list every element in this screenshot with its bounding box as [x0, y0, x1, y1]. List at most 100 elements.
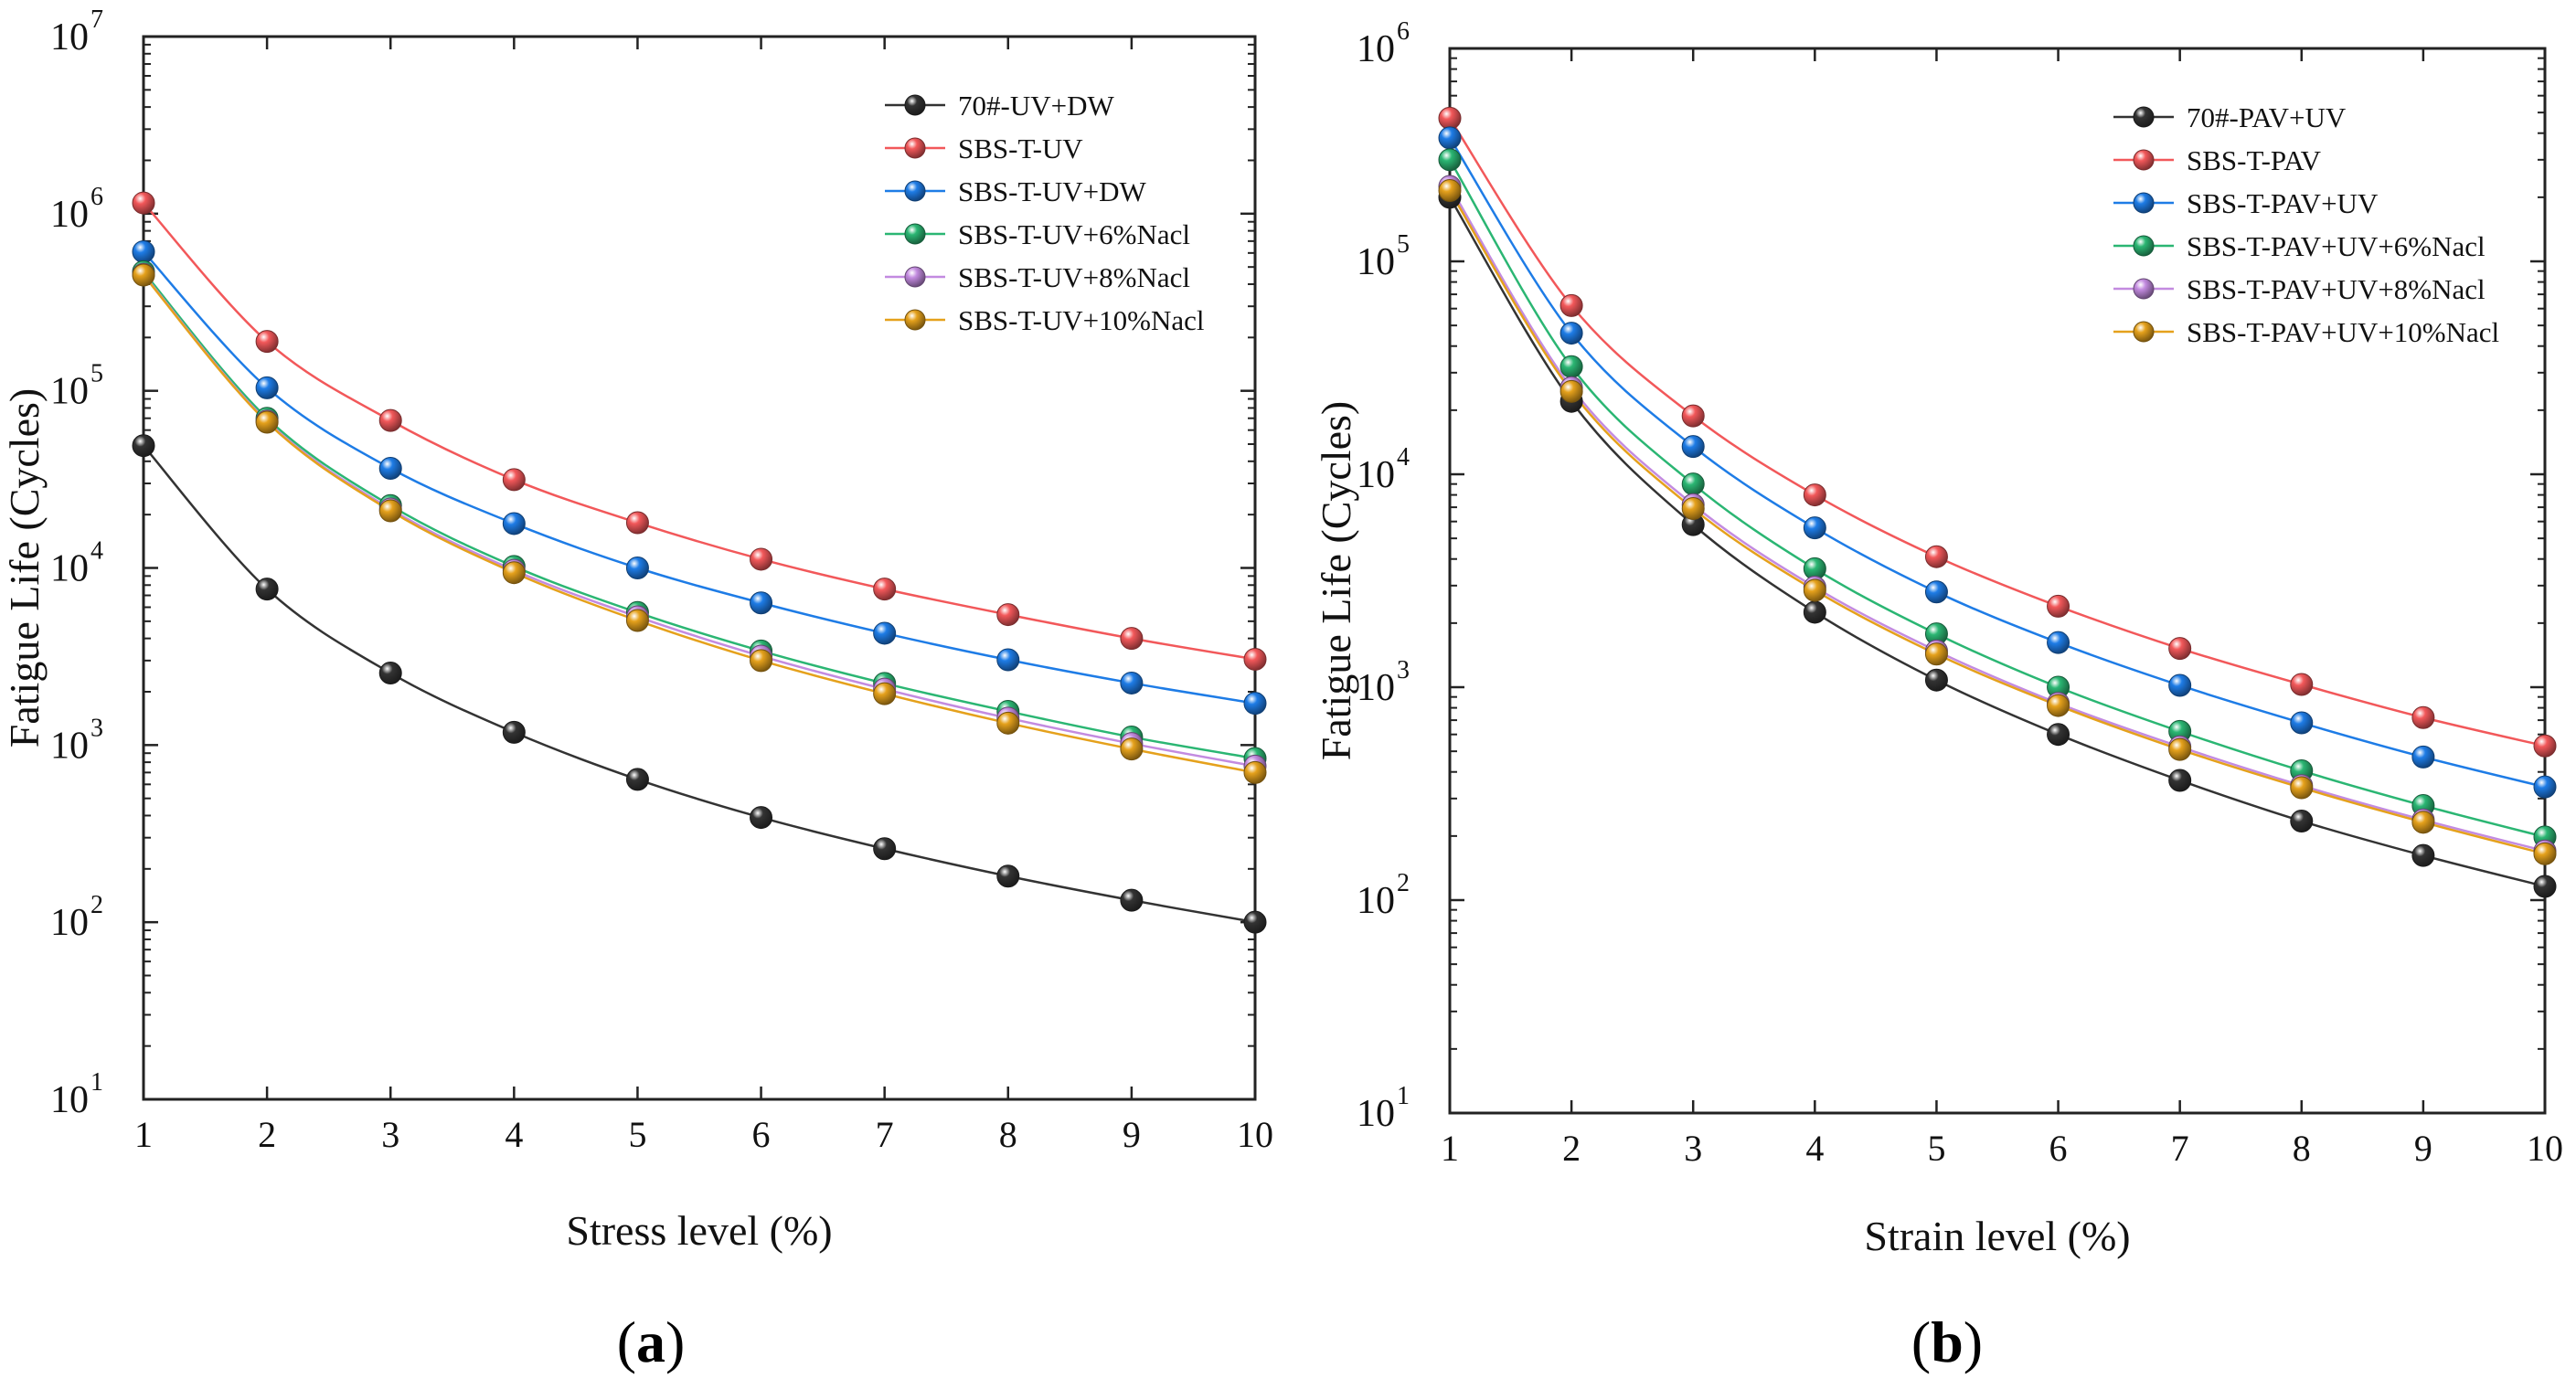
- y-tick-exponent: 3: [90, 714, 103, 742]
- data-point: [1681, 404, 1705, 428]
- y-tick-exponent: 1: [90, 1068, 103, 1097]
- data-point: [625, 609, 649, 632]
- data-point: [2411, 811, 2435, 834]
- y-tick-exponent: 5: [1397, 230, 1410, 259]
- y-tick-exponent: 4: [1397, 443, 1410, 472]
- data-point: [873, 682, 897, 705]
- data-point: [1120, 627, 1144, 651]
- data-point: [255, 330, 279, 354]
- y-tick-label: 10: [1357, 880, 1395, 922]
- data-point: [873, 621, 897, 645]
- data-point: [132, 239, 155, 263]
- x-tick-label: 9: [1123, 1114, 1141, 1155]
- data-point: [1120, 888, 1144, 912]
- data-point: [2290, 810, 2314, 833]
- x-tick-label: 6: [2049, 1128, 2068, 1169]
- x-tick-label: 2: [258, 1114, 276, 1155]
- data-point: [2168, 673, 2192, 697]
- data-point: [750, 591, 773, 615]
- legend-marker: [904, 223, 926, 245]
- y-tick-exponent: 7: [90, 5, 103, 34]
- legend-marker: [904, 309, 926, 331]
- legend-marker: [904, 180, 926, 202]
- legend-label: 70#-UV+DW: [958, 90, 1114, 122]
- data-point: [1243, 910, 1267, 934]
- series-line: [1448, 137, 2546, 789]
- data-point: [1681, 497, 1705, 521]
- panel-label-close-paren: ): [665, 1309, 685, 1374]
- legend-marker: [2133, 192, 2155, 214]
- series-line: [143, 250, 1256, 705]
- legend-label: SBS-T-PAV+UV+10%Nacl: [2187, 316, 2499, 348]
- x-tick-label: 10: [2527, 1128, 2563, 1169]
- data-point: [1438, 126, 1462, 150]
- y-tick-label: 10: [1357, 28, 1395, 70]
- data-point: [502, 512, 526, 535]
- y-tick-label: 10: [50, 902, 89, 944]
- legend-label: SBS-T-UV: [958, 133, 1083, 164]
- y-axis-title: Fatigue Life (Cycles): [1313, 401, 1359, 760]
- y-tick-label: 10: [1357, 241, 1395, 283]
- data-point: [1803, 578, 1826, 602]
- data-point: [625, 768, 649, 791]
- data-point: [2168, 737, 2192, 761]
- data-point: [1803, 516, 1826, 540]
- y-axis-title: Fatigue Life (Cycles): [1, 388, 48, 748]
- series-line: [143, 273, 1256, 768]
- data-point: [750, 649, 773, 673]
- data-point: [2533, 875, 2557, 898]
- data-point: [2168, 637, 2192, 661]
- y-tick-exponent: 2: [1397, 869, 1410, 897]
- data-point: [1924, 580, 1948, 604]
- data-point: [1924, 642, 1948, 666]
- data-point: [873, 837, 897, 861]
- legend-marker: [2133, 106, 2155, 128]
- x-axis-title: Strain level (%): [1864, 1213, 2130, 1259]
- x-tick-label: 4: [505, 1114, 523, 1155]
- x-tick-label: 2: [1562, 1128, 1581, 1169]
- data-point: [2533, 775, 2557, 799]
- data-point: [2047, 631, 2070, 654]
- y-tick-exponent: 6: [90, 183, 103, 211]
- legend-marker: [2133, 278, 2155, 300]
- data-point: [1559, 293, 1583, 317]
- series-line: [143, 270, 1256, 760]
- series-line: [1448, 159, 2546, 839]
- y-tick-exponent: 3: [1397, 656, 1410, 684]
- y-tick-label: 10: [50, 371, 89, 413]
- panel-label-open-paren: (: [1911, 1309, 1931, 1374]
- legend-marker: [2133, 321, 2155, 343]
- legend-label: SBS-T-PAV+UV: [2187, 187, 2379, 219]
- data-point: [132, 434, 155, 458]
- data-point: [2047, 694, 2070, 717]
- y-tick-label: 10: [50, 725, 89, 767]
- legend-marker: [904, 266, 926, 288]
- series-line: [143, 274, 1256, 774]
- data-point: [750, 806, 773, 830]
- legend-marker: [904, 94, 926, 116]
- data-point: [1243, 647, 1267, 671]
- panel-label: (b): [1911, 1309, 1983, 1374]
- legend-label: 70#-PAV+UV: [2187, 101, 2347, 133]
- data-point: [1243, 692, 1267, 716]
- data-point: [1559, 322, 1583, 345]
- legend-label: SBS-T-UV+DW: [958, 175, 1147, 207]
- data-point: [2047, 723, 2070, 747]
- data-point: [996, 711, 1020, 735]
- data-point: [1803, 483, 1826, 507]
- series-line: [1448, 196, 2546, 888]
- x-tick-label: 1: [134, 1114, 153, 1155]
- data-point: [1243, 760, 1267, 784]
- legend-label: SBS-T-PAV: [2187, 144, 2322, 176]
- data-point: [2168, 769, 2192, 792]
- panel-label-close-paren: ): [1964, 1309, 1983, 1374]
- data-point: [1681, 435, 1705, 459]
- data-point: [2047, 594, 2070, 618]
- x-tick-label: 3: [381, 1114, 399, 1155]
- data-point: [2411, 843, 2435, 867]
- data-point: [378, 662, 402, 685]
- legend-label: SBS-T-UV+8%Nacl: [958, 261, 1190, 293]
- x-tick-label: 9: [2414, 1128, 2432, 1169]
- x-tick-label: 4: [1805, 1128, 1824, 1169]
